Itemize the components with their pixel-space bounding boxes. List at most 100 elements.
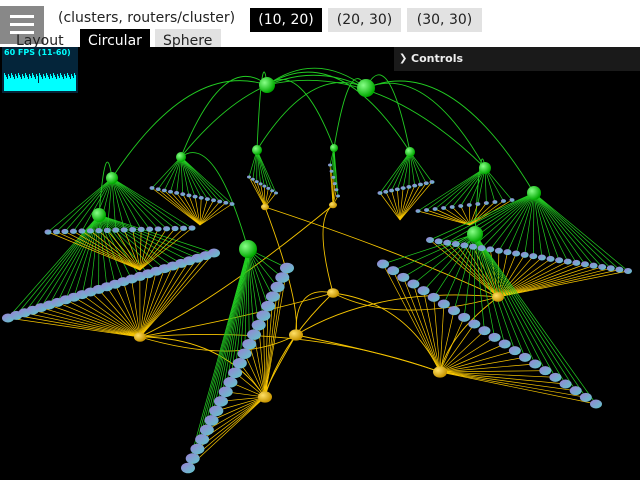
router-node[interactable]: [112, 227, 120, 233]
cluster-hub-node[interactable]: [479, 162, 491, 174]
router-node[interactable]: [280, 262, 294, 274]
router-node[interactable]: [251, 319, 266, 331]
gateway-node[interactable]: [261, 203, 269, 211]
router-node[interactable]: [559, 379, 572, 389]
router-node[interactable]: [624, 268, 632, 274]
router-node[interactable]: [508, 346, 521, 356]
router-node[interactable]: [223, 377, 238, 388]
router-node[interactable]: [180, 225, 188, 231]
router-node[interactable]: [437, 299, 450, 309]
router-node[interactable]: [500, 199, 506, 203]
router-node[interactable]: [329, 169, 334, 173]
router-node[interactable]: [146, 226, 154, 232]
router-node[interactable]: [563, 258, 572, 265]
cluster-hub-node[interactable]: [239, 240, 257, 258]
router-node[interactable]: [520, 251, 529, 258]
router-node[interactable]: [494, 247, 503, 254]
router-node[interactable]: [468, 319, 481, 329]
router-node[interactable]: [223, 200, 229, 205]
router-node[interactable]: [242, 338, 257, 350]
cluster-hub-node[interactable]: [467, 226, 483, 242]
router-node[interactable]: [149, 186, 155, 190]
router-node[interactable]: [475, 202, 481, 206]
router-node[interactable]: [328, 163, 332, 167]
router-node[interactable]: [469, 243, 478, 250]
router-node[interactable]: [590, 399, 602, 409]
cluster-hub-node[interactable]: [357, 79, 375, 97]
router-node[interactable]: [208, 248, 220, 258]
router-node[interactable]: [394, 187, 400, 192]
router-node[interactable]: [250, 177, 255, 181]
router-node[interactable]: [247, 329, 261, 340]
router-node[interactable]: [417, 286, 430, 296]
router-node[interactable]: [331, 175, 336, 179]
router-node[interactable]: [185, 453, 200, 464]
option-button-10-20[interactable]: (10, 20): [250, 8, 322, 32]
router-node[interactable]: [458, 312, 471, 322]
router-node[interactable]: [174, 191, 180, 195]
router-node[interactable]: [228, 367, 243, 379]
controls-panel-toggle[interactable]: ❯ Controls: [394, 47, 640, 71]
router-node[interactable]: [334, 188, 339, 192]
router-node[interactable]: [549, 372, 562, 382]
option-button-20-30[interactable]: (20, 30): [328, 8, 401, 32]
router-node[interactable]: [229, 202, 235, 206]
gateway-node[interactable]: [289, 329, 303, 341]
router-node[interactable]: [181, 462, 195, 474]
router-node[interactable]: [546, 255, 555, 262]
cluster-hub-node[interactable]: [106, 172, 118, 184]
router-node[interactable]: [332, 182, 337, 186]
router-node[interactable]: [256, 310, 271, 321]
router-node[interactable]: [204, 197, 210, 201]
router-node[interactable]: [434, 238, 443, 245]
router-node[interactable]: [154, 226, 162, 232]
router-node[interactable]: [424, 208, 430, 212]
router-node[interactable]: [270, 189, 275, 193]
router-node[interactable]: [569, 386, 582, 396]
router-node[interactable]: [171, 225, 179, 232]
router-node[interactable]: [129, 227, 137, 233]
router-node[interactable]: [155, 187, 161, 192]
gateway-node[interactable]: [327, 288, 339, 298]
router-node[interactable]: [204, 415, 219, 426]
router-node[interactable]: [163, 226, 171, 232]
router-node[interactable]: [180, 192, 186, 197]
router-node[interactable]: [44, 229, 52, 235]
router-node[interactable]: [539, 366, 552, 376]
cluster-hub-node[interactable]: [527, 186, 541, 200]
router-node[interactable]: [120, 227, 128, 233]
router-node[interactable]: [477, 245, 486, 252]
router-node[interactable]: [580, 261, 589, 268]
router-node[interactable]: [377, 259, 389, 269]
router-node[interactable]: [262, 184, 267, 188]
cluster-hub-node[interactable]: [259, 77, 275, 93]
router-node[interactable]: [258, 182, 263, 186]
router-node[interactable]: [254, 180, 259, 184]
router-node[interactable]: [498, 339, 511, 349]
router-node[interactable]: [486, 246, 495, 253]
router-node[interactable]: [429, 180, 435, 184]
router-node[interactable]: [572, 259, 581, 266]
router-node[interactable]: [275, 272, 290, 283]
router-node[interactable]: [397, 272, 410, 282]
layout-button-circular[interactable]: Circular: [80, 29, 150, 49]
3d-network-canvas[interactable]: 60 FPS (11-60) ❯ Controls: [0, 47, 640, 480]
cluster-hub-node[interactable]: [176, 152, 186, 162]
router-node[interactable]: [432, 207, 438, 211]
router-node[interactable]: [460, 242, 469, 249]
gateway-node[interactable]: [433, 366, 447, 378]
router-node[interactable]: [377, 191, 383, 195]
fps-stats-panel[interactable]: 60 FPS (11-60): [2, 47, 78, 93]
router-node[interactable]: [186, 193, 192, 198]
router-node[interactable]: [483, 201, 489, 205]
router-node[interactable]: [103, 227, 111, 233]
router-node[interactable]: [211, 198, 217, 203]
router-node[interactable]: [274, 191, 278, 195]
gateway-node[interactable]: [329, 201, 337, 209]
router-node[interactable]: [466, 203, 472, 207]
gateway-node[interactable]: [134, 332, 146, 342]
router-node[interactable]: [443, 239, 452, 246]
router-node[interactable]: [492, 200, 498, 204]
router-node[interactable]: [458, 204, 464, 208]
gateway-node[interactable]: [492, 292, 504, 302]
